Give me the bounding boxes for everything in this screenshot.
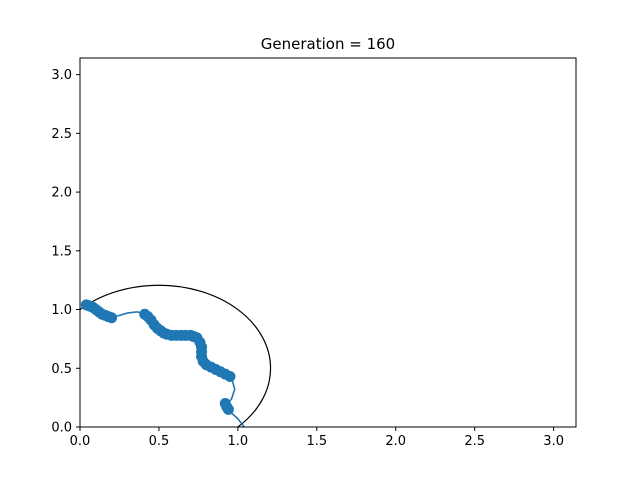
x-tick-label: 1.0 xyxy=(228,434,249,449)
y-tick-label: 2.5 xyxy=(51,127,72,142)
y-tick-label: 0.0 xyxy=(51,421,72,436)
y-tick-label: 0.5 xyxy=(51,362,72,377)
y-tick-label: 3.0 xyxy=(51,68,72,83)
x-tick-label: 2.5 xyxy=(464,434,485,449)
chart-title: Generation = 160 xyxy=(261,35,395,53)
data-point xyxy=(224,370,236,382)
x-tick-label: 1.5 xyxy=(306,434,327,449)
x-tick-label: 0.0 xyxy=(70,434,91,449)
boundary-circle xyxy=(80,284,272,427)
plot-area xyxy=(80,284,272,427)
data-point xyxy=(106,312,118,324)
y-tick-label: 1.0 xyxy=(51,303,72,318)
plot-frame xyxy=(79,57,577,428)
series-line xyxy=(82,304,245,427)
y-tick-label: 1.5 xyxy=(51,244,72,259)
x-axis: 0.0 0.5 1.0 1.5 2.0 2.5 3.0 xyxy=(70,427,564,449)
y-axis: 0.0 0.5 1.0 1.5 2.0 2.5 3.0 xyxy=(51,68,80,436)
x-tick-label: 3.0 xyxy=(543,434,564,449)
data-point xyxy=(222,403,234,415)
x-tick-label: 2.0 xyxy=(385,434,406,449)
y-tick-label: 2.0 xyxy=(51,186,72,201)
x-tick-label: 0.5 xyxy=(149,434,170,449)
